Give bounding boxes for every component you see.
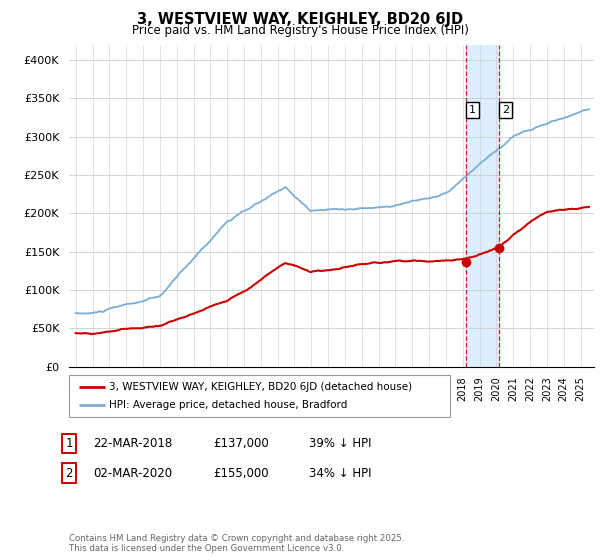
Text: 34% ↓ HPI: 34% ↓ HPI xyxy=(309,466,371,480)
Text: HPI: Average price, detached house, Bradford: HPI: Average price, detached house, Brad… xyxy=(109,400,347,410)
Text: Contains HM Land Registry data © Crown copyright and database right 2025.
This d: Contains HM Land Registry data © Crown c… xyxy=(69,534,404,553)
Text: £137,000: £137,000 xyxy=(213,437,269,450)
Text: 1: 1 xyxy=(65,437,73,450)
Text: 3, WESTVIEW WAY, KEIGHLEY, BD20 6JD (detached house): 3, WESTVIEW WAY, KEIGHLEY, BD20 6JD (det… xyxy=(109,382,412,392)
Text: 2: 2 xyxy=(502,105,509,115)
Text: 2: 2 xyxy=(65,466,73,480)
Text: 22-MAR-2018: 22-MAR-2018 xyxy=(93,437,172,450)
Text: 3, WESTVIEW WAY, KEIGHLEY, BD20 6JD: 3, WESTVIEW WAY, KEIGHLEY, BD20 6JD xyxy=(137,12,463,27)
Text: 02-MAR-2020: 02-MAR-2020 xyxy=(93,466,172,480)
Bar xyxy=(466,45,499,367)
Text: 39% ↓ HPI: 39% ↓ HPI xyxy=(309,437,371,450)
Text: £155,000: £155,000 xyxy=(213,466,269,480)
Text: Price paid vs. HM Land Registry's House Price Index (HPI): Price paid vs. HM Land Registry's House … xyxy=(131,24,469,37)
Text: 1: 1 xyxy=(469,105,476,115)
